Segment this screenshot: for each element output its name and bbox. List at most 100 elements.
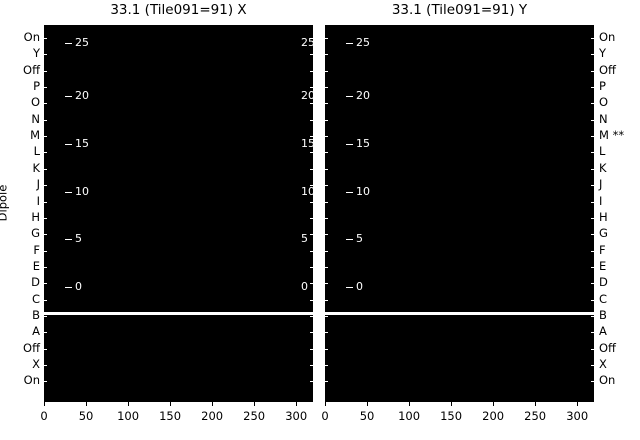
- x-tick-label: 50: [78, 409, 94, 423]
- y-spine-tick-right: [591, 201, 594, 203]
- x-tick-label: 150: [159, 409, 182, 423]
- inner-tick-label-right: 10: [301, 185, 313, 198]
- y-spine-tick: [44, 70, 47, 72]
- inner-tick-label: 10: [346, 186, 370, 197]
- y-spine-tick: [325, 299, 328, 301]
- y-tick-label-right: X: [599, 357, 607, 371]
- y-tick-label-left: L: [33, 144, 40, 159]
- y-tick-label-left: H: [31, 209, 40, 224]
- panel-y-title: 33.1 (Tile091=91) Y: [391, 2, 528, 18]
- y-spine-tick-right: [310, 283, 313, 285]
- y-tick-label-right: On: [599, 30, 616, 44]
- inner-tick-label: 25: [65, 37, 89, 48]
- y-spine-tick: [325, 38, 328, 39]
- y-spine-tick: [325, 201, 328, 203]
- inner-tick-label: 0: [65, 281, 82, 292]
- y-tick-label-left: M: [30, 128, 40, 143]
- y-spine-tick-right: [310, 315, 313, 317]
- inner-tick-label: 20: [346, 90, 370, 101]
- inner-tick-dash: [65, 191, 72, 193]
- y-tick-label-right: M **: [599, 128, 625, 143]
- y-spine-tick-right: [310, 365, 313, 366]
- y-tick-label-left: N: [31, 111, 40, 126]
- y-spine-tick-right: [310, 87, 313, 89]
- inner-tick-value: 15: [356, 137, 370, 150]
- inner-tick-value: 15: [75, 137, 89, 150]
- y-tick-label-right: Off: [599, 340, 616, 355]
- y-spine-tick: [325, 315, 328, 317]
- y-spine-tick-right: [591, 54, 594, 56]
- inner-tick-value: 20: [75, 89, 89, 102]
- y-spine-tick: [44, 250, 47, 252]
- x-tick-label: 50: [359, 409, 375, 423]
- y-spine-tick-right: [591, 283, 594, 285]
- inner-tick-value: 0: [75, 280, 82, 293]
- x-tick-label: 200: [482, 409, 505, 423]
- x-tick-mark: [577, 402, 579, 406]
- y-spine-tick: [325, 119, 328, 121]
- y-spine-tick: [44, 234, 47, 236]
- y-tick-label-right: O: [599, 95, 609, 110]
- y-spine-tick: [44, 185, 47, 187]
- y-tick-label-left: B: [32, 307, 40, 322]
- inner-tick-label: 15: [65, 138, 89, 149]
- inner-tick-label: 5: [65, 233, 82, 244]
- inner-tick-value: 5: [356, 232, 363, 245]
- y-spine-tick-right: [591, 250, 594, 252]
- inner-tick-dash: [65, 143, 72, 145]
- inner-tick-dash: [65, 286, 72, 288]
- x-tick-mark: [128, 402, 130, 406]
- inner-tick-value: 0: [356, 280, 363, 293]
- inner-tick-label: 5: [346, 233, 363, 244]
- y-spine-tick-right: [591, 217, 594, 219]
- y-tick-label-right: C: [599, 291, 608, 306]
- y-tick-label-right: D: [599, 275, 608, 290]
- y-spine-tick-right: [591, 299, 594, 301]
- y-spine-tick: [44, 217, 47, 219]
- y-spine-tick: [325, 283, 328, 285]
- y-spine-tick-right: [591, 168, 594, 170]
- inner-tick-label: 15: [346, 138, 370, 149]
- y-spine-tick: [325, 152, 328, 154]
- y-spine-tick-right: [591, 315, 594, 317]
- y-spine-tick: [44, 54, 47, 56]
- y-spine-tick-right: [591, 70, 594, 72]
- y-tick-label-left: J: [36, 177, 40, 192]
- inner-tick-value: 25: [356, 36, 370, 49]
- y-tick-label-right: G: [599, 226, 608, 241]
- inner-tick-dash: [65, 238, 72, 240]
- panel-y-axes[interactable]: 25 20 15 10 5 0: [325, 25, 594, 402]
- y-tick-label-right: I: [599, 193, 603, 208]
- y-tick-label-right: Off: [599, 62, 616, 77]
- y-tick-label-right: K: [599, 160, 607, 175]
- y-spine-tick-right: [591, 332, 594, 334]
- inner-tick-label: 10: [65, 186, 89, 197]
- inner-tick-value: 20: [356, 89, 370, 102]
- inner-tick-dash: [346, 238, 353, 240]
- y-spine-tick-right: [310, 332, 313, 334]
- y-tick-label-right: J: [599, 177, 603, 192]
- y-spine-tick: [44, 87, 47, 89]
- y-spine-tick-right: [310, 217, 313, 219]
- y-spine-tick-right: [310, 54, 313, 56]
- y-spine-tick-right: [310, 234, 313, 236]
- y-spine-tick: [44, 152, 47, 154]
- y-spine-tick: [44, 315, 47, 317]
- x-tick-mark: [296, 402, 298, 406]
- y-spine-tick-right: [591, 136, 594, 138]
- y-tick-label-left: D: [31, 275, 40, 290]
- x-tick-mark: [409, 402, 411, 406]
- y-spine-tick-right: [591, 234, 594, 236]
- inner-tick-label-right: 15: [301, 137, 313, 150]
- y-spine-tick: [44, 332, 47, 334]
- y-tick-label-right: H: [599, 209, 608, 224]
- y-spine-tick-right: [310, 250, 313, 252]
- panel-x-axes[interactable]: 25 20 15 10 5 0 25 20 15 10 5 0: [44, 25, 313, 402]
- inner-tick-value: 10: [75, 185, 89, 198]
- y-spine-tick: [44, 103, 47, 105]
- y-tick-label-left: G: [31, 226, 40, 241]
- y-spine-tick-right: [591, 152, 594, 154]
- x-tick-mark: [212, 402, 214, 406]
- y-spine-tick: [44, 119, 47, 121]
- y-spine-tick-right: [591, 266, 594, 268]
